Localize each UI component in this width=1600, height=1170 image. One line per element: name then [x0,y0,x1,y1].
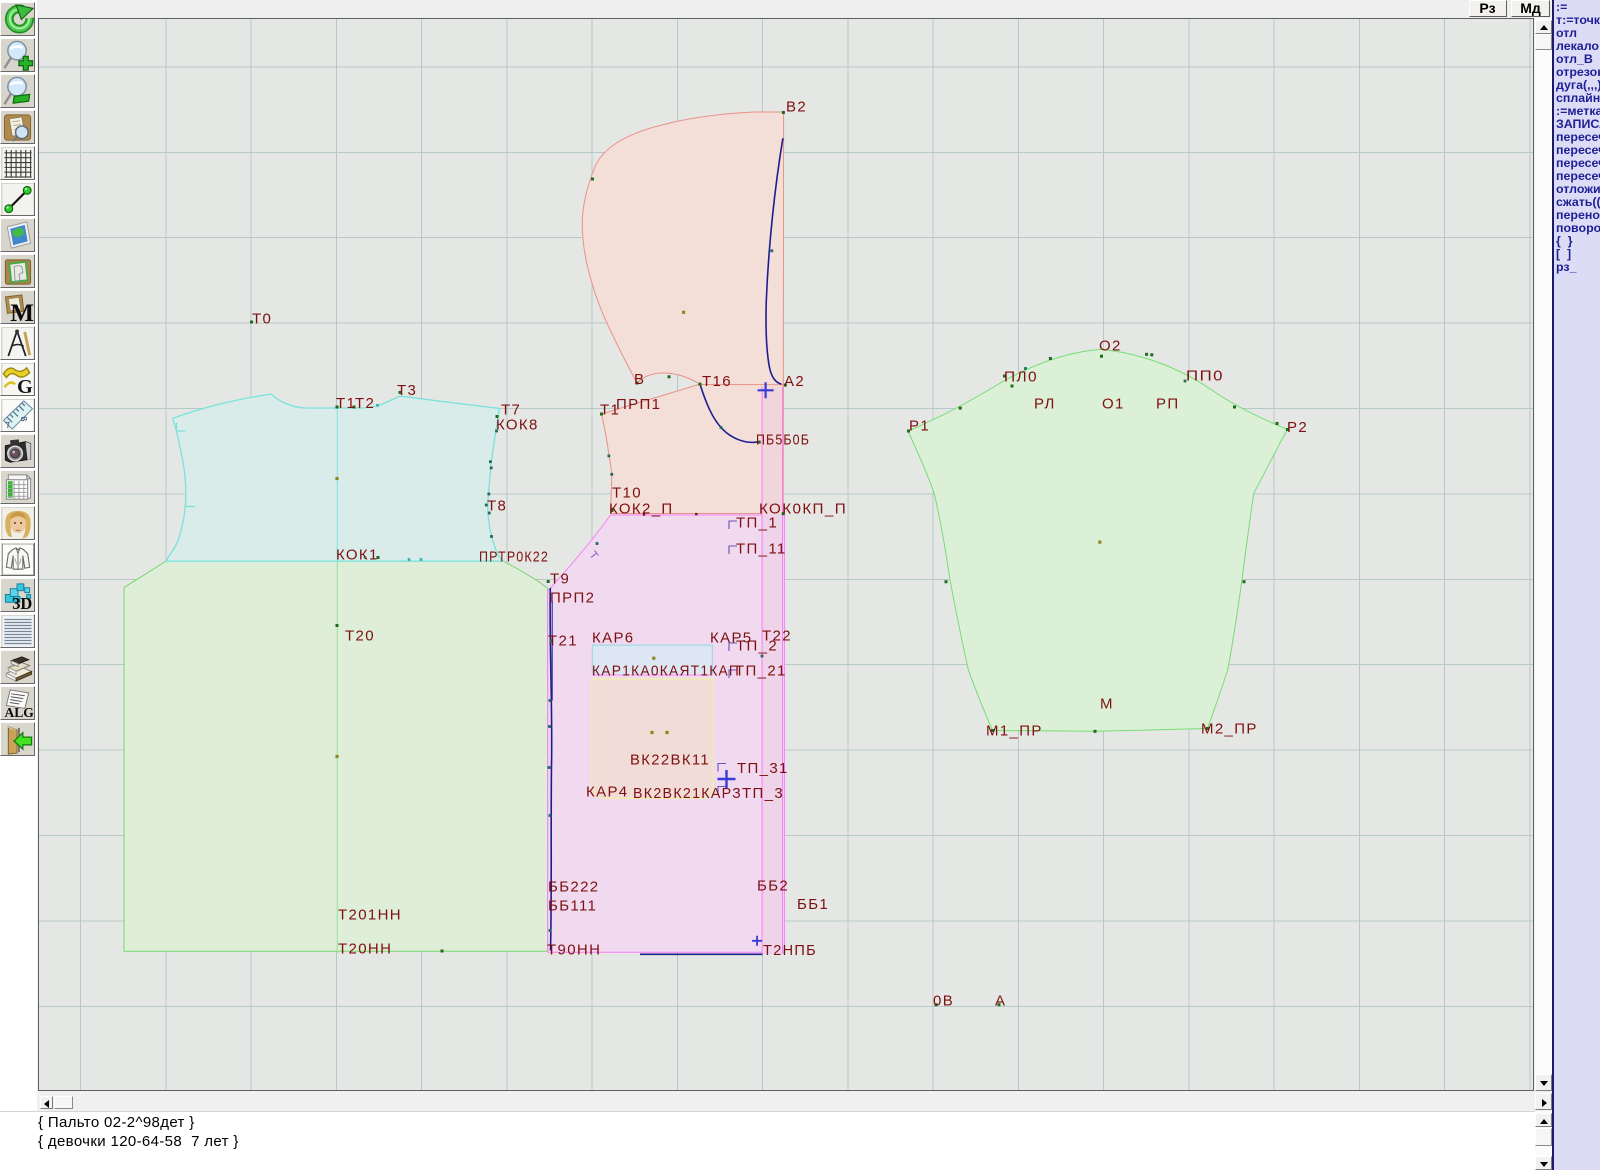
svg-text:ПРТР0К22: ПРТР0К22 [479,548,549,565]
svg-text:G: G [17,376,33,395]
svg-text:РЛ: РЛ [1034,395,1056,412]
svg-text:ВК22ВК11: ВК22ВК11 [630,751,710,768]
svg-text:Т90НН: Т90НН [547,941,601,958]
svg-text:Т0: Т0 [252,310,272,327]
svg-text:ALG: ALG [4,705,34,719]
svg-text:7: 7 [5,420,12,431]
svg-text:Т16: Т16 [702,373,732,390]
svg-text:Т3: Т3 [397,381,417,398]
svg-text:ТП_3: ТП_3 [742,785,784,802]
svg-text:ББ111: ББ111 [548,897,597,914]
svg-text:ТП_2: ТП_2 [736,637,778,654]
svg-text:ВК2ВК21КАРЗ: ВК2ВК21КАРЗ [633,785,742,802]
svg-text:ПБ5Б0Б: ПБ5Б0Б [756,431,810,448]
svg-text:Т10: Т10 [612,484,642,501]
svg-text:ББ2: ББ2 [757,877,789,894]
svg-text:ТП_31: ТП_31 [737,760,789,777]
svg-text:А2: А2 [784,373,805,390]
svg-text:Т20: Т20 [345,627,375,644]
svg-text:М: М [1100,695,1114,712]
svg-text:8: 8 [19,416,30,423]
svg-text:Р2: Р2 [1287,419,1308,436]
svg-text:КОК2_П: КОК2_П [609,500,674,517]
svg-text:ПП0: ПП0 [1186,367,1224,384]
svg-text:ББ1: ББ1 [797,896,829,913]
svg-text:Т1: Т1 [336,395,356,412]
svg-text:О2: О2 [1099,337,1122,354]
svg-text:КОК1: КОК1 [336,546,379,563]
svg-text:Т8: Т8 [487,497,507,514]
svg-text:Т21: Т21 [548,632,578,649]
svg-text:КАР1КА0КАЯТ1КАП: КАР1КА0КАЯТ1КАП [592,662,740,679]
svg-text:КАР6: КАР6 [592,629,635,646]
svg-text:КОК8: КОК8 [496,416,539,433]
svg-text:М1_ПР: М1_ПР [986,722,1043,739]
svg-text:В: В [634,371,645,388]
svg-text:Т9: Т9 [550,570,570,587]
svg-text:Т201НН: Т201НН [338,906,402,923]
svg-text:Т2: Т2 [355,395,375,412]
svg-text:3D: 3D [12,594,32,611]
svg-text:Т22: Т22 [762,627,792,644]
svg-text:Т20НН: Т20НН [338,940,392,957]
svg-text:0В: 0В [933,992,954,1009]
svg-text:ПРП1: ПРП1 [616,396,661,413]
svg-text:О1: О1 [1102,395,1125,412]
svg-text:Р1: Р1 [909,417,930,434]
svg-text:ПРП2: ПРП2 [550,589,595,606]
svg-text:ТП_1: ТП_1 [736,514,778,531]
svg-text:А: А [995,992,1006,1009]
svg-text:РП: РП [1156,395,1180,412]
svg-text:M: M [10,300,34,323]
svg-text:КОК0КП_П: КОК0КП_П [759,500,847,517]
svg-text:Т2НПБ: Т2НПБ [763,942,817,959]
svg-text:М2_ПР: М2_ПР [1201,720,1258,737]
svg-text:КАР5: КАР5 [710,629,753,646]
svg-text:Т7: Т7 [501,401,521,418]
svg-text:КАР4: КАР4 [586,783,629,800]
svg-text:ПЛ0: ПЛ0 [1004,368,1038,385]
svg-text:Т1: Т1 [600,401,620,418]
svg-text:ТП_11: ТП_11 [736,540,787,557]
svg-text:ТП_21: ТП_21 [735,662,787,679]
svg-text:В2: В2 [786,98,807,115]
svg-text:ББ222: ББ222 [548,878,599,895]
